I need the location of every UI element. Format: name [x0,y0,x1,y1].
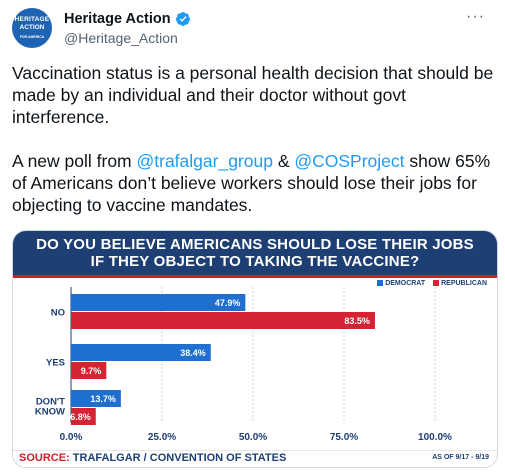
bar-republican-1 [71,362,107,379]
legend-label-democrat: DEMOCRAT [385,280,426,287]
category-label: KNOW [35,407,65,418]
avatar-line-1: HERITAGE [14,15,50,23]
bar-democrat-1 [71,344,211,361]
source-text: SOURCE: TRAFALGAR / CONVENTION OF STATES [19,452,286,464]
chart-legend: DEMOCRAT REPUBLICAN [377,280,487,287]
data-label: 83.5% [344,316,370,326]
bar-democrat-0 [71,294,246,311]
category-label: YES [46,358,65,369]
legend-republican: REPUBLICAN [433,280,487,287]
bar-democrat-2 [71,390,121,407]
chart-title-line-1: DO YOU BELIEVE AMERICANS SHOULD LOSE THE… [36,236,474,253]
title-stripe [13,275,497,278]
data-label: 9.7% [81,366,102,376]
x-tick-label: 50.0% [239,432,267,443]
bar-republican-2 [71,408,96,425]
x-tick-label: 25.0% [148,432,176,443]
legend-swatch-republican [433,280,440,287]
avatar[interactable]: HERITAGE ACTION FOR AMERICA [12,8,52,48]
source-label: SOURCE: [19,452,70,464]
x-tick-label: 0.0% [60,432,83,443]
tweet-text: Vaccination status is a personal health … [12,62,497,238]
bar-chart-plot: 0.0% 25.0% 50.0% 75.0% 100.0% 47.9% 83.5% NO 38.… [35,287,452,443]
tweet-paragraph-2: A new poll from @trafalgar_group & @COSP… [12,150,497,216]
chart-source-bar: SOURCE: TRAFALGAR / CONVENTION OF STATES… [13,450,497,467]
p2-suffix: show 65% of Americans don’t believe work… [12,151,491,215]
category-label: DON'T [36,397,65,408]
more-options-icon[interactable]: ··· [466,8,485,25]
mention-trafalgar-link[interactable]: @trafalgar_group [136,151,273,171]
handle[interactable]: @Heritage_Action [64,30,178,46]
data-label: 6.8% [70,412,91,422]
p2-mid: & [272,151,295,171]
display-name[interactable]: Heritage Action [64,11,171,27]
data-label: 13.7% [90,394,116,404]
mention-cosproject-link[interactable]: @COSProject [294,151,405,171]
as-of-date: AS OF 9/17 - 9/19 [432,454,489,461]
legend-label-republican: REPUBLICAN [441,280,487,287]
x-tick-label: 100.0% [418,432,452,443]
chart-title: DO YOU BELIEVE AMERICANS SHOULD LOSE THE… [13,231,497,275]
chart-title-line-2: IF THEY OBJECT TO TAKING THE VACCINE? [90,253,420,270]
legend-democrat: DEMOCRAT [377,280,425,287]
data-label: 47.9% [215,298,241,308]
tweet-paragraph-1: Vaccination status is a personal health … [12,63,494,127]
verified-badge-icon [175,12,190,26]
tweet-header: HERITAGE ACTION FOR AMERICA Heritage Act… [12,8,493,48]
category-label: NO [51,308,65,319]
source-name: TRAFALGAR / CONVENTION OF STATES [72,452,287,464]
bar-republican-0 [71,312,375,329]
legend-swatch-democrat [377,280,384,287]
attached-chart-image[interactable]: DO YOU BELIEVE AMERICANS SHOULD LOSE THE… [12,230,498,468]
display-name-row[interactable]: Heritage Action [64,11,191,27]
x-tick-label: 75.0% [330,432,358,443]
author-names: Heritage Action @Heritage_Action [64,10,191,46]
p2-prefix: A new poll from [12,151,137,171]
avatar-line-2: ACTION [19,23,45,31]
data-label: 38.4% [180,348,206,358]
avatar-line-3: FOR AMERICA [19,34,45,39]
